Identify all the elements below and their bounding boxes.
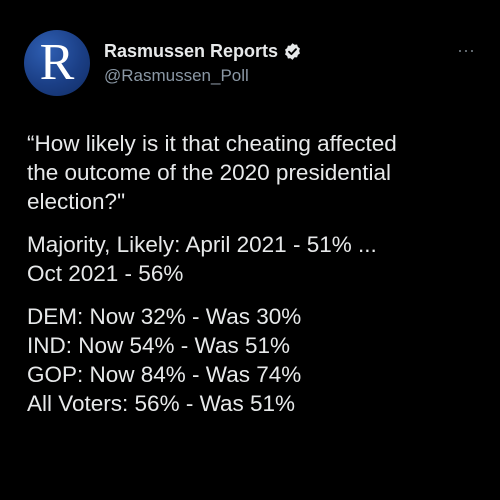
tweet-question: “How likely is it that cheating affected… [27,129,487,216]
avatar-letter: R [39,34,75,91]
verified-badge-icon [283,42,302,61]
tweet-breakdown: DEM: Now 32% - Was 30% IND: Now 54% - Wa… [27,302,487,418]
tweet-line: DEM: Now 32% - Was 30% [27,304,302,329]
tweet-line: election?" [27,189,126,214]
tweet-line: All Voters: 56% - Was 51% [27,391,296,416]
tweet-majority: Majority, Likely: April 2021 - 51% ... O… [27,230,487,288]
author-name-row: Rasmussen Reports [104,39,302,63]
tweet-line: Majority, Likely: April 2021 - 51% ... [27,232,377,257]
tweet-text: “How likely is it that cheating affected… [27,129,487,418]
tweet-line: GOP: Now 84% - Was 74% [27,362,302,387]
author-handle[interactable]: @Rasmussen_Poll [104,66,249,85]
author-display-name[interactable]: Rasmussen Reports [104,40,279,61]
tweet-line: IND: Now 54% - Was 51% [27,333,290,358]
tweet-line: Oct 2021 - 56% [27,261,184,286]
tweet-line: “How likely is it that cheating affected [27,131,397,156]
avatar[interactable]: R [24,30,90,96]
more-horizontal-icon: ··· [457,39,475,60]
more-options-button[interactable]: ··· [452,40,480,60]
tweet-line: the outcome of the 2020 presidential [27,160,391,185]
